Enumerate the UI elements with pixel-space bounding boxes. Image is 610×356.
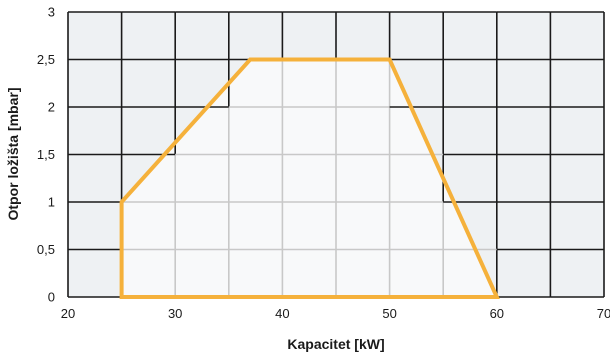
region-outline-group [119,57,500,299]
y-tick-label: 0,5 [37,242,55,257]
region-fill-0 [121,59,497,297]
x-tick-label: 40 [275,306,289,321]
tick-labels: 20 30 40 50 60 70 0 0,5 1 1,5 2 2,5 3 [37,5,610,322]
x-axis-title: Kapacitet [kW] [287,336,384,352]
x-tick-label: 20 [61,306,75,321]
region-outline-0 [119,57,500,299]
y-tick-label: 2,5 [37,52,55,67]
x-tick-label: 60 [490,306,504,321]
x-tick-label: 70 [597,306,610,321]
x-tick-label: 30 [168,306,182,321]
y-tick-label: 0 [48,290,55,305]
x-tick-label: 50 [382,306,396,321]
y-axis-title: Otpor ložišta [mbar] [5,87,21,220]
operating-region [121,59,497,297]
y-tick-label: 1 [48,195,55,210]
y-tick-label: 2 [48,100,55,115]
y-tick-label: 1,5 [37,147,55,162]
y-tick-label: 3 [48,5,55,20]
